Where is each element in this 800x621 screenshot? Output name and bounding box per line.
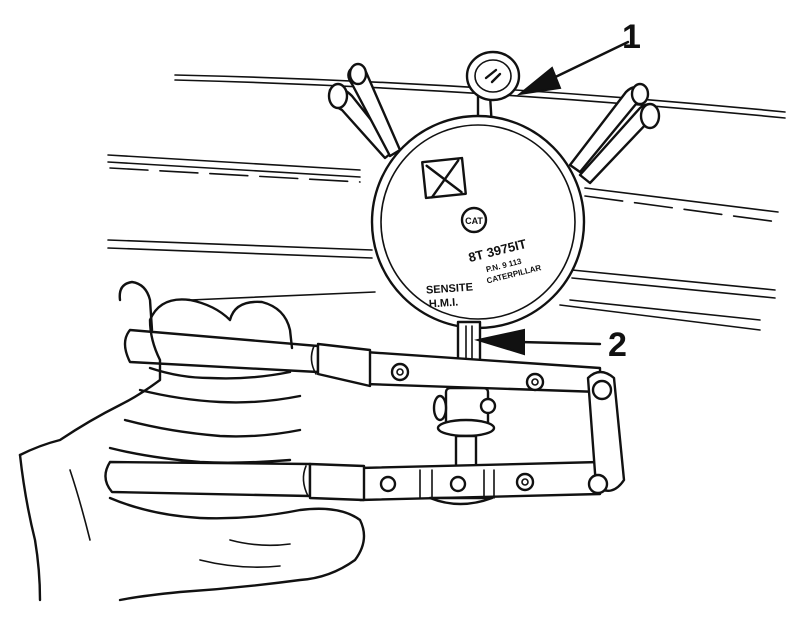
- upper-pivot-1: [390, 362, 410, 382]
- knob-face: [474, 59, 512, 93]
- upper-pivot-2: [525, 372, 545, 392]
- frame-line-e: [107, 247, 373, 259]
- thumb-palm: [108, 496, 366, 602]
- wrist-left: [18, 453, 42, 602]
- right-link-bottom-pin: [587, 473, 609, 495]
- lower-pivot-1: [379, 475, 397, 493]
- gauge-bracket: [327, 62, 661, 185]
- right-link-top-pin: [591, 379, 613, 401]
- gauge-emblem-x: [425, 159, 463, 199]
- belt-lines: [107, 74, 786, 331]
- frame-line-f: [571, 269, 776, 291]
- bracket-left-foot: [327, 82, 349, 110]
- frame-line-c: [584, 187, 779, 213]
- bracket-right-foot-2: [630, 82, 650, 106]
- upper-pivot-2-center: [531, 378, 539, 386]
- frame-line-d: [107, 239, 373, 251]
- callout-2-arrowhead: [474, 328, 525, 356]
- wrist-crease: [69, 469, 91, 541]
- frame-line-b: [107, 161, 361, 178]
- knob-mark: [484, 68, 502, 84]
- lower-handle-joint: [302, 465, 309, 497]
- lower-pivot-2: [449, 475, 467, 493]
- palm-crease-2: [199, 559, 281, 568]
- bracket-left-foot-2: [348, 62, 368, 86]
- frame-line-j: [559, 304, 761, 331]
- lower-handle-sleeve: [308, 462, 366, 502]
- finger-crease-1: [148, 366, 292, 380]
- palm-crease-1: [229, 539, 291, 547]
- gauge-scale-text: SENSITE: [426, 281, 474, 296]
- gauge-logo-circle: [460, 206, 488, 234]
- lower-handle: [104, 460, 312, 498]
- callout-1-leader: [543, 40, 630, 84]
- upper-handle-joint: [310, 345, 317, 375]
- lower-pivot-3: [515, 472, 535, 492]
- shaft-side-nut: [432, 394, 448, 422]
- gauge-logo-text: CAT: [465, 216, 483, 226]
- callout-1-label: 1: [622, 18, 641, 56]
- gauge-dial: CAT 8T 3975IT P.N. 9 113 CATERPILLAR SEN…: [370, 114, 586, 330]
- plunger-shaft: [432, 320, 497, 468]
- lower-jaw-bar: [358, 460, 602, 502]
- frame-line-h: [189, 291, 376, 301]
- callout-2: 2: [474, 326, 627, 364]
- adjuster-knob: [465, 50, 521, 102]
- finger-4: [108, 446, 292, 464]
- upper-pivot-1-center: [396, 368, 404, 376]
- callout-2-label: 2: [608, 326, 627, 364]
- lower-jaw-grip-lines: [419, 469, 495, 499]
- shaft-flange: [436, 418, 496, 438]
- upper-handle: [123, 328, 320, 374]
- gauge-inner-ring: [380, 124, 576, 320]
- lower-pivot-3-center: [521, 478, 529, 486]
- pliers-linkage: [104, 328, 626, 506]
- shaft-lower: [454, 434, 478, 468]
- hand: [18, 280, 366, 602]
- hand-outline-top: [18, 298, 294, 457]
- frame-line-a: [107, 154, 361, 171]
- frame-dashed-b: [584, 195, 779, 223]
- finger-3: [123, 418, 302, 438]
- finger-2: [138, 388, 302, 404]
- finger-tip: [118, 280, 154, 332]
- lower-jaw-tip: [428, 496, 494, 506]
- upper-handle-sleeve: [316, 342, 372, 388]
- gauge-scale-sub: H.M.I.: [429, 296, 459, 310]
- shaft-screw: [479, 397, 497, 415]
- frame-dashed-a: [109, 167, 361, 183]
- frame-line-g: [571, 277, 776, 299]
- frame-line-i: [569, 299, 761, 321]
- callout-1-arrowhead: [516, 66, 562, 96]
- bracket-right-foot: [639, 102, 661, 130]
- callout-2-leader: [518, 340, 602, 346]
- callout-1: 1: [516, 18, 641, 96]
